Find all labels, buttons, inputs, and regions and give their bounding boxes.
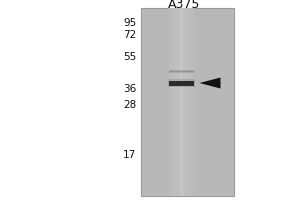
Bar [189, 8, 190, 196]
Text: 36: 36 [123, 84, 136, 94]
Bar [191, 8, 192, 196]
Bar [178, 8, 179, 196]
Text: 55: 55 [123, 52, 136, 62]
Bar [180, 8, 181, 196]
Bar [169, 80, 194, 86]
Bar [173, 8, 174, 196]
Bar [184, 8, 185, 196]
Bar [169, 70, 194, 71]
Text: 72: 72 [123, 30, 136, 40]
Text: 95: 95 [123, 18, 136, 28]
Bar [185, 8, 186, 196]
Polygon shape [200, 77, 220, 88]
Bar [169, 72, 194, 73]
Text: A375: A375 [168, 0, 201, 11]
Bar [168, 8, 169, 196]
Bar [182, 8, 183, 196]
Bar [175, 8, 176, 196]
Bar [176, 8, 177, 196]
Bar [169, 8, 170, 196]
Bar [141, 8, 234, 196]
Bar [179, 8, 180, 196]
Bar [183, 8, 184, 196]
Text: 28: 28 [123, 100, 136, 110]
Bar [168, 8, 195, 196]
Bar [168, 79, 195, 87]
Text: 17: 17 [123, 150, 136, 160]
Bar [174, 8, 175, 196]
Bar [193, 8, 194, 196]
Bar [187, 8, 188, 196]
Bar [190, 8, 191, 196]
Bar [186, 8, 187, 196]
Bar [169, 71, 194, 72]
Bar [194, 8, 195, 196]
Bar [170, 8, 171, 196]
Bar [171, 8, 172, 196]
Bar [177, 8, 178, 196]
Bar [188, 8, 189, 196]
Bar [181, 8, 182, 196]
Bar [172, 8, 173, 196]
Bar [192, 8, 193, 196]
